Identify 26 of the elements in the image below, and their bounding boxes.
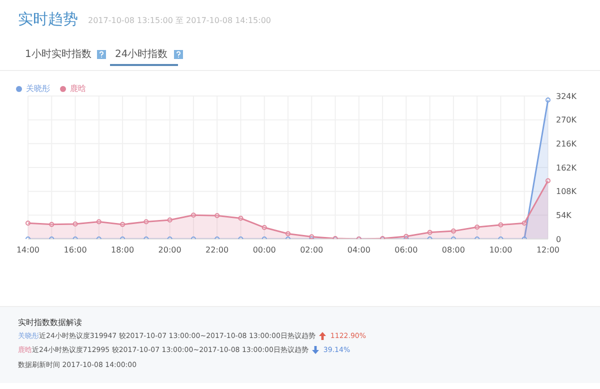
x-tick-label: 20:00 [158,246,182,255]
x-tick-label: 12:00 [536,246,560,255]
text: 1小时实时指数 [25,48,92,61]
x-tick-label: 08:00 [442,246,465,255]
x-tick-label: 06:00 [394,246,418,255]
legend-label: 关晓彤 [26,84,50,93]
y-tick-label: 270K [556,116,578,125]
y-tick-label: 108K [556,187,578,196]
chart-title: 实时趋势 [18,10,78,29]
y-tick-label: 324K [556,92,578,101]
x-tick-label: 16:00 [64,246,87,255]
x-tick-label: 14:00 [16,246,40,255]
x-tick-label: 00:00 [252,246,276,255]
x-tick-label: 22:00 [206,246,229,255]
chart-subtitle: 2017-10-08 13:15:00 至 2017-10-08 14:15:00 [88,15,272,26]
text: 24小时指数 [115,48,169,61]
legend-label: 鹿晗 [70,84,86,93]
y-tick-label: 162K [556,163,578,172]
text: 实时指数数据解读 [18,317,82,328]
x-tick-label: 18:00 [111,246,134,255]
y-tick-label: 216K [556,140,578,149]
y-tick-label: 0 [556,234,562,244]
x-tick-label: 04:00 [347,246,370,255]
x-tick-label: 10:00 [489,246,512,255]
y-tick-label: 54K [556,211,572,220]
x-tick-label: 02:00 [300,246,324,255]
